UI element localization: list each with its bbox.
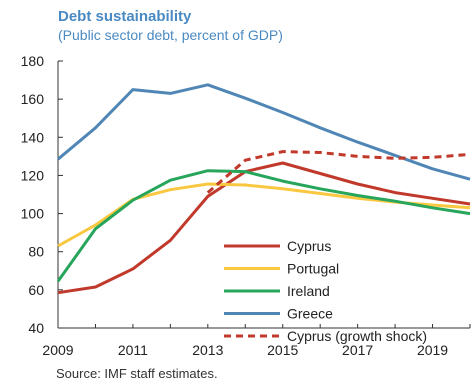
legend-label-2: Ireland (287, 283, 330, 299)
legend-label-0: Cyprus (287, 238, 331, 254)
x-tick-label: 2009 (42, 342, 73, 358)
series-line-4 (206, 150, 471, 194)
legend: Cyprus Portugal Ireland Greece Cyprus (growt… (224, 238, 427, 344)
legend-label-4: Cyprus (growth shock) (287, 328, 427, 344)
chart-title: Debt sustainability (58, 8, 192, 25)
x-tick-label: 2019 (417, 342, 448, 358)
legend-label-1: Portugal (287, 261, 339, 277)
chart-subtitle: (Public sector debt, percent of GDP) (58, 27, 283, 43)
y-tick-label: 60 (28, 282, 44, 298)
series-line-3 (57, 83, 471, 181)
y-tick-label: 80 (28, 244, 44, 260)
x-tick-label: 2011 (118, 342, 148, 358)
plot-area (57, 61, 470, 329)
series-lines (56, 83, 471, 295)
x-tick-label: 2015 (267, 342, 298, 358)
y-tick-label: 160 (21, 91, 45, 107)
x-axis-ticks: 2009 2011 2013 2015 2017 2019 (42, 324, 471, 358)
y-tick-label: 100 (21, 206, 45, 222)
x-tick-label: 2013 (192, 342, 223, 358)
y-tick-label: 180 (21, 53, 45, 69)
legend-label-3: Greece (287, 306, 333, 322)
y-tick-label: 120 (21, 167, 45, 183)
y-tick-label: 40 (28, 320, 44, 336)
series-line-2 (56, 169, 471, 283)
source-note: Source: IMF staff estimates. (56, 366, 218, 381)
x-tick-label: 2017 (342, 342, 373, 358)
y-tick-label: 140 (21, 129, 45, 145)
y-axis-ticks: 40 60 80 100 120 140 160 180 (21, 53, 63, 336)
series-line-0 (57, 161, 471, 295)
